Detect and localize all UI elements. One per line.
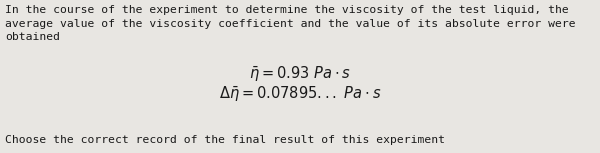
Text: $\Delta\bar{\eta} = 0.07895...\ Pa\cdot s$: $\Delta\bar{\eta} = 0.07895...\ Pa\cdot … <box>219 85 381 104</box>
Text: In the course of the experiment to determine the viscosity of the test liquid, t: In the course of the experiment to deter… <box>5 5 575 42</box>
Text: $\bar{\eta} = 0.93\ Pa\cdot s$: $\bar{\eta} = 0.93\ Pa\cdot s$ <box>249 65 351 84</box>
Text: Choose the correct record of the final result of this experiment: Choose the correct record of the final r… <box>5 135 445 145</box>
